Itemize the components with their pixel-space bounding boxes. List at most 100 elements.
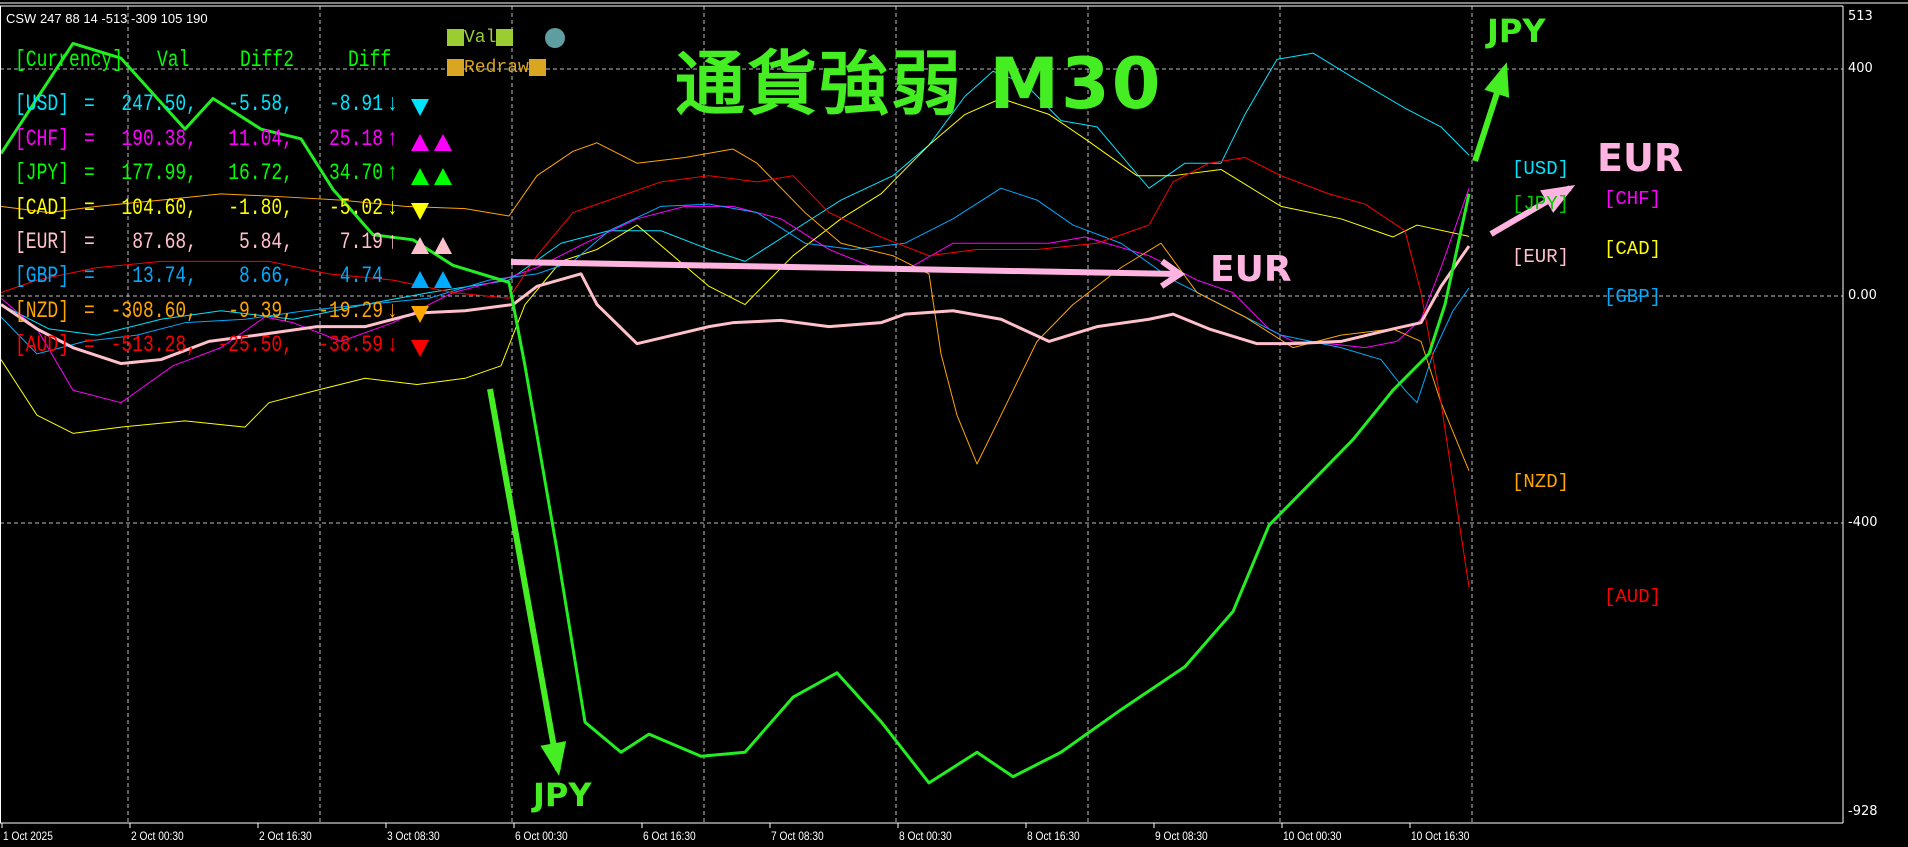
jpy-down-arrow [487,388,561,771]
row-diff2: 16.72, [228,161,293,187]
eur-flat-arrow [510,259,1181,277]
val-button-label: Val [464,28,497,48]
y-tick-label: -400 [1848,515,1878,530]
redraw-button-label: Redraw [464,58,529,78]
row-equals: = [84,196,95,222]
row-equals: = [84,161,95,187]
header-val: Val [157,48,190,74]
triangle-down-icon [411,306,429,323]
header-diff: Diff [348,48,392,74]
row-equals: = [84,333,95,359]
x-tick-label: 2 Oct 00:30 [131,829,184,843]
x-tick-label: 10 Oct 16:30 [1411,829,1470,843]
right-label-cad: [CAD] [1604,238,1662,260]
row-diff: 25.18 [328,127,383,153]
redraw-square-right [528,58,546,76]
redraw-square-left [447,58,464,76]
right-label-chf: [CHF] [1604,188,1662,210]
row-diff2: -5.58, [228,92,293,118]
series-line-usd [0,52,1470,336]
indicator-header: CSW 247 88 14 -513 -309 105 190 [6,11,208,26]
chart-title: 通貨強弱 M30 [675,43,1163,125]
series-line-gbp [0,187,1470,404]
row-equals: = [84,230,95,256]
row-val: 104.60, [121,196,197,222]
row-arrow: ↓ [387,299,398,325]
row-currency: [CAD] [15,196,70,222]
row-arrow: ↓ [387,92,398,118]
triangle-down-icon [411,340,429,357]
row-val: -513.28, [110,333,197,359]
right-label-aud: [AUD] [1604,586,1662,608]
row-diff: 4.74 [339,264,383,290]
right-label-eur: [EUR] [1512,246,1570,268]
triangle-down-icon [411,99,429,116]
eur-annotation-right: EUR [1597,136,1684,180]
row-diff2: -1.80, [228,196,293,222]
row-arrow: ↓ [387,196,398,222]
row-diff2: -25.50, [217,333,293,359]
triangle-down-icon [411,203,429,220]
row-currency: [AUD] [15,333,70,359]
series-line-eur [0,245,1471,366]
row-arrow: ↑ [387,161,398,187]
row-diff2: -9.39, [228,299,293,325]
row-diff: 7.19 [339,230,383,256]
y-tick-label: 400 [1848,61,1873,76]
jpy-down-arrow-head [540,741,567,776]
row-equals: = [84,299,95,325]
redraw-button[interactable]: Redraw [447,58,546,78]
y-tick-label: 0.00 [1848,288,1877,303]
right-label-nzd: [NZD] [1512,471,1570,493]
circle-icon[interactable] [545,28,565,48]
jpy-annotation-top: JPY [1487,12,1546,50]
row-arrow: ↓ [387,333,398,359]
jpy-annotation-bottom: JPY [533,776,592,814]
row-diff: 34.70 [328,161,383,187]
x-tick-label: 1 Oct 2025 [3,829,53,843]
row-equals: = [84,264,95,290]
triangle-up-icon [411,134,429,151]
row-currency: [USD] [15,92,70,118]
x-tick-label: 8 Oct 00:30 [899,829,952,843]
jpy-up-arrow-head [1484,62,1510,98]
y-tick-label: 513 [1848,9,1873,24]
row-currency: [EUR] [15,230,70,256]
row-equals: = [84,92,95,118]
triangle-up-icon [434,237,452,254]
row-currency: [JPY] [15,161,70,187]
header-diff2: Diff2 [240,48,295,74]
triangle-up-icon [411,237,429,254]
x-tick-label: 2 Oct 16:30 [259,829,312,843]
val-square-left [447,28,464,46]
row-val: 87.68, [132,230,197,256]
row-val: 177.99, [121,161,197,187]
header-currency: [Currency] [15,48,124,74]
triangle-up-icon [434,271,452,288]
row-diff: -8.91 [328,92,383,118]
series-line-nzd [0,142,1470,471]
row-currency: [CHF] [15,127,70,153]
row-diff2: 8.66, [238,264,293,290]
row-diff: -5.02 [328,196,383,222]
x-tick-label: 6 Oct 16:30 [643,829,696,843]
row-arrow: ↑ [387,127,398,153]
row-diff: -19.29 [318,299,383,325]
x-tick-label: 8 Oct 16:30 [1027,829,1080,843]
triangle-up-icon [411,271,429,288]
grid [0,6,1843,828]
triangle-up-icon [411,168,429,185]
right-label-jpy: [JPY] [1512,193,1570,215]
eur-flat-arrow-head [1159,258,1186,289]
val-button[interactable]: Val [447,28,514,48]
row-equals: = [84,127,95,153]
row-currency: [GBP] [15,264,70,290]
row-arrow: ↑ [387,230,398,256]
row-val: 13.74, [132,264,197,290]
x-tick-label: 7 Oct 08:30 [771,829,824,843]
row-diff: -38.59 [318,333,383,359]
triangle-up-icon [434,134,452,151]
row-val: 190.38, [121,127,197,153]
series-line-chf [0,188,1470,404]
